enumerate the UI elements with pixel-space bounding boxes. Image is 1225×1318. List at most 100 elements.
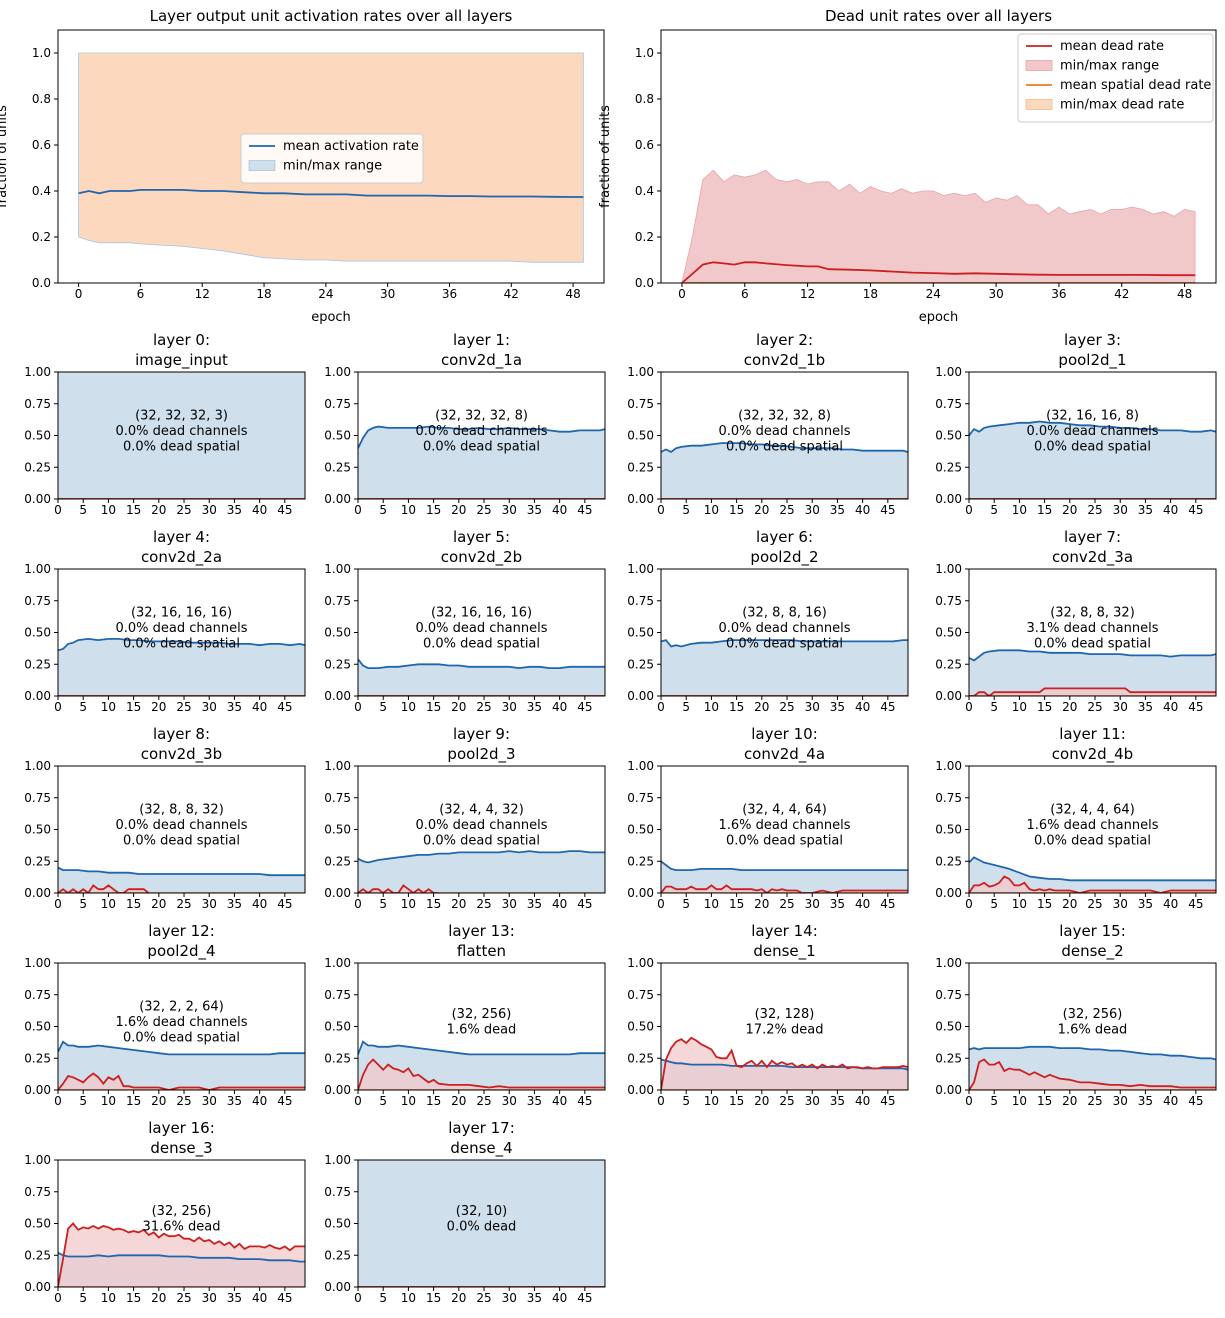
y-tick-label: 1.0 <box>635 46 654 60</box>
x-tick-label: 6 <box>741 287 749 301</box>
activation-line <box>58 1040 305 1056</box>
legend-box <box>240 133 424 184</box>
chart-title-line2: flatten <box>457 942 506 960</box>
x-tick-label: 25 <box>476 700 491 714</box>
annotation-line: 0.0% dead channels <box>416 621 548 636</box>
y-tick-label: 0.25 <box>324 1051 351 1065</box>
x-tick-label: 0 <box>657 897 665 911</box>
dead-line <box>661 884 908 893</box>
legend-label: min/max range <box>1060 59 1159 74</box>
x-tick-label: 5 <box>379 700 387 714</box>
x-tick-label: 0 <box>965 700 973 714</box>
y-tick-label: 1.00 <box>24 759 51 773</box>
legend-label: min/max dead rate <box>1060 98 1184 113</box>
chart-layer-17: layer 17: dense_4 0 5 10 15 20 25 30 35 40 45 0.00 0.… <box>324 1119 606 1305</box>
plot-area <box>58 372 305 499</box>
x-tick-label: 30 <box>805 503 820 517</box>
x-tick-label: 10 <box>704 897 719 911</box>
x-tick-label: 15 <box>126 503 141 517</box>
plot-frame <box>968 371 1217 500</box>
y-tick-label: 0.00 <box>24 492 51 506</box>
x-tick-label: 35 <box>527 1291 542 1305</box>
y-tick-label: 0.75 <box>627 988 654 1002</box>
activation-line <box>58 866 305 877</box>
chart-layer-8: layer 8: conv2d_3b 0 5 10 15 20 25 30 35 40 45 0.00 0… <box>24 725 306 911</box>
x-tick-label: 5 <box>990 700 998 714</box>
annotation-line: 1.6% dead channels <box>116 1015 248 1030</box>
x-tick-label: 20 <box>1062 700 1077 714</box>
y-tick-label: 0.75 <box>324 594 351 608</box>
activation-area <box>661 640 908 696</box>
chart-title-line2: dense_2 <box>1061 942 1123 961</box>
y-tick-label: 0.6 <box>635 138 654 152</box>
x-tick-label: 20 <box>754 503 769 517</box>
x-tick-label: 10 <box>704 1094 719 1108</box>
chart-title-line1: layer 17: <box>448 1119 515 1137</box>
annotation-line: (32, 256) <box>452 1007 512 1022</box>
x-tick-label: 30 <box>805 1094 820 1108</box>
x-tick-label: 15 <box>126 700 141 714</box>
plot-area <box>969 1045 1216 1090</box>
x-tick-label: 45 <box>880 897 895 911</box>
activation-area <box>661 861 908 893</box>
x-tick-label: 20 <box>451 1094 466 1108</box>
plot-frame <box>968 962 1217 1091</box>
plot-area <box>58 1222 305 1287</box>
activation-line <box>58 1251 305 1263</box>
dead-line <box>969 687 1216 696</box>
y-tick-label: 0.2 <box>32 230 51 244</box>
y-tick-label: 0.75 <box>324 791 351 805</box>
x-tick-label: 45 <box>577 1291 592 1305</box>
plot-frame <box>660 568 909 697</box>
y-tick-label: 0.50 <box>324 1217 351 1231</box>
chart-layer-5: layer 5: conv2d_2b 0 5 10 15 20 25 30 35 40 45 0.00 0… <box>324 528 606 714</box>
chart-top-activation: Layer output unit activation rates over … <box>0 7 605 325</box>
x-tick-label: 0 <box>965 503 973 517</box>
x-tick-label: 35 <box>227 897 242 911</box>
annotation-line: 0.0% dead channels <box>719 621 851 636</box>
x-tick-label: 5 <box>682 897 690 911</box>
y-tick-label: 1.00 <box>24 956 51 970</box>
chart-title-line2: pool2d_3 <box>447 745 515 764</box>
annotation-line: (32, 8, 8, 16) <box>742 606 827 621</box>
plot-area <box>661 639 908 696</box>
chart-title-line1: layer 13: <box>448 922 515 940</box>
x-tick-label: 40 <box>552 897 567 911</box>
plot-area <box>58 1040 305 1090</box>
x-tick-label: 12 <box>195 287 210 301</box>
annotation-line: 1.6% dead <box>1058 1023 1128 1038</box>
x-tick-label: 30 <box>502 897 517 911</box>
x-tick-label: 20 <box>451 1291 466 1305</box>
x-tick-label: 40 <box>1163 1094 1178 1108</box>
annotation-line: 0.0% dead channels <box>116 818 248 833</box>
x-tick-label: 25 <box>779 700 794 714</box>
activation-area <box>358 851 605 893</box>
y-tick-label: 1.00 <box>935 759 962 773</box>
plot-frame <box>660 371 909 500</box>
activation-line <box>58 637 305 652</box>
annotation-line: 0.0% dead channels <box>116 621 248 636</box>
plot-frame <box>57 1159 306 1288</box>
x-tick-label: 0 <box>657 503 665 517</box>
plot-area <box>681 169 1196 283</box>
x-tick-label: 0 <box>657 1094 665 1108</box>
x-tick-label: 45 <box>880 1094 895 1108</box>
x-tick-label: 5 <box>79 1094 87 1108</box>
y-tick-label: 0.6 <box>32 138 51 152</box>
legend-label: mean activation rate <box>283 139 419 154</box>
x-tick-label: 10 <box>1012 897 1027 911</box>
x-tick-label: 30 <box>502 1094 517 1108</box>
chart-layer-4: layer 4: conv2d_2a 0 5 10 15 20 25 30 35 40 45 0.00 0… <box>24 528 306 714</box>
x-tick-label: 40 <box>855 503 870 517</box>
activation-line <box>358 425 605 449</box>
y-tick-label: 0.00 <box>935 1083 962 1097</box>
x-tick-label: 40 <box>1163 503 1178 517</box>
chart-title-line2: conv2d_4b <box>1052 745 1133 764</box>
x-tick-label: 5 <box>79 503 87 517</box>
x-tick-label: 10 <box>704 503 719 517</box>
plot-frame <box>968 765 1217 894</box>
annotation-line: (32, 16, 16, 16) <box>131 606 232 621</box>
chart-title-line2: pool2d_2 <box>750 548 818 567</box>
y-tick-label: 1.00 <box>627 562 654 576</box>
y-tick-label: 0.75 <box>627 397 654 411</box>
